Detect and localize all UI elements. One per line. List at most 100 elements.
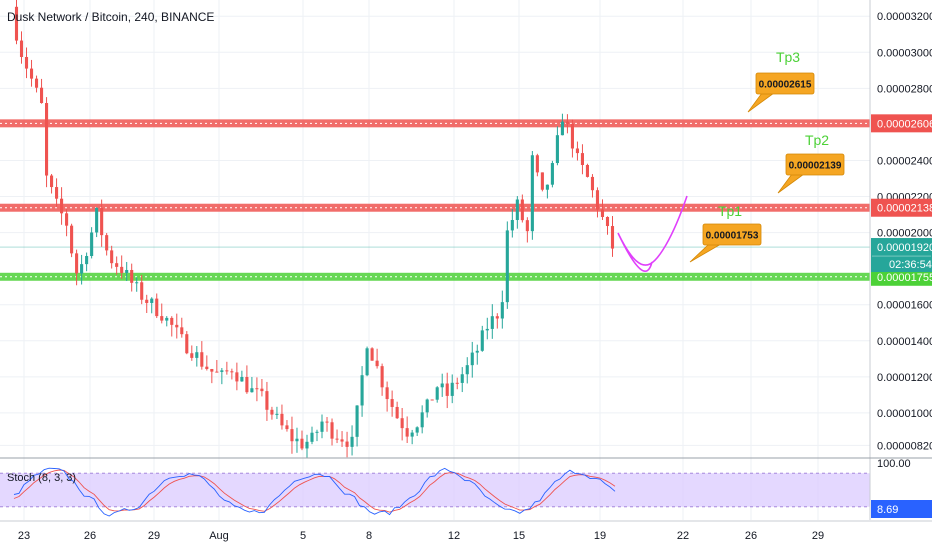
price-axis[interactable]: 0.00003200 0.00003000 0.00002800 0.00002400…: [877, 11, 932, 452]
candle-body: [185, 334, 189, 354]
candle: [280, 404, 284, 430]
candle: [150, 297, 154, 314]
candle-body: [500, 302, 504, 319]
candle-body: [180, 327, 184, 335]
candle: [235, 362, 239, 391]
time-tick-label: 15: [513, 530, 525, 542]
target-value: 0.00001753: [706, 231, 759, 242]
time-tick-label: 22: [677, 530, 689, 542]
candle-body: [145, 299, 149, 303]
target-tp1: Tp1 0.00001753: [689, 203, 762, 263]
candle-body: [205, 366, 209, 369]
candle-body: [125, 269, 129, 273]
candle: [440, 373, 444, 397]
chart-title: Dusk Network / Bitcoin, 240, BINANCE: [7, 10, 214, 24]
level-price-tag-bg: [871, 198, 932, 217]
price-levels: [0, 119, 870, 281]
candle-body: [140, 282, 144, 300]
candle: [300, 430, 304, 451]
candle: [360, 366, 364, 417]
price-tick-label: 0.00002400: [877, 155, 932, 167]
candle: [470, 341, 474, 378]
candle-body: [200, 352, 204, 367]
candle: [210, 368, 214, 384]
candle-body: [100, 207, 104, 236]
candle-body: [605, 216, 610, 227]
candle-body: [505, 230, 509, 303]
candle-body: [260, 388, 264, 392]
candle-body: [225, 370, 229, 372]
candle-body: [445, 383, 449, 396]
candle-body: [170, 317, 174, 325]
candle: [275, 406, 279, 420]
candle: [600, 199, 605, 221]
candle: [80, 254, 84, 285]
candle-body: [570, 123, 574, 149]
candle: [310, 426, 314, 445]
projection: [617, 195, 688, 273]
candle: [405, 416, 409, 444]
candle-body: [330, 422, 334, 439]
candle-body: [120, 266, 124, 273]
candle: [460, 367, 464, 393]
candle: [225, 361, 229, 375]
target-tp3: Tp3 0.00002615: [747, 49, 815, 113]
candle-body: [230, 371, 234, 373]
stoch-value-tag-text: 8.69: [877, 504, 898, 516]
price-tick-label: 0.00001600: [877, 300, 932, 312]
candle: [375, 348, 379, 369]
candle: [125, 261, 129, 282]
level-price-tag: 0.00002606: [871, 114, 932, 133]
candle-body: [350, 436, 354, 447]
candle-body: [175, 324, 179, 328]
candle-body: [80, 264, 84, 274]
candle: [395, 401, 399, 419]
candle-body: [360, 375, 364, 406]
candle-body: [540, 172, 544, 190]
time-axis[interactable]: 23 26 29 Aug 5 8 12 15 19 22 26 29: [18, 530, 824, 542]
candle: [14, 0, 19, 45]
last-price-tag: 0.00001920 02:36:54: [871, 238, 932, 273]
last-price-tag-bg: [871, 238, 932, 273]
candle-body: [110, 250, 114, 264]
candle-body: [415, 427, 419, 433]
candle: [580, 144, 584, 175]
level-price-tag: 0.00002138: [871, 198, 932, 217]
candle-body: [530, 155, 534, 232]
candle: [185, 331, 189, 355]
candle: [24, 47, 29, 79]
candle-body: [130, 269, 134, 283]
candle: [335, 429, 339, 444]
candle: [425, 398, 429, 418]
last-price-tag-text: 0.00001920: [877, 242, 932, 254]
target-name: Tp2: [805, 132, 829, 148]
candle: [520, 194, 524, 223]
candle-body: [210, 368, 214, 372]
candle: [585, 163, 590, 178]
time-tick-label: 8: [366, 530, 372, 542]
candle: [500, 290, 504, 329]
candle: [565, 114, 569, 134]
candle: [105, 233, 109, 256]
candle: [330, 418, 334, 446]
candles[interactable]: [14, 0, 615, 459]
candle: [50, 173, 54, 194]
candle-body: [325, 421, 329, 423]
candle-body: [430, 399, 434, 401]
candle: [495, 313, 499, 329]
candle-body: [480, 330, 484, 351]
candle: [145, 294, 149, 314]
candle: [555, 126, 559, 166]
candle-body: [490, 316, 494, 329]
candle: [480, 325, 484, 352]
stoch-upper-tick: 100.00: [877, 458, 911, 470]
candle-body: [410, 432, 414, 437]
candle-body: [29, 68, 34, 79]
candle: [340, 431, 344, 447]
candle: [320, 414, 324, 439]
candle-body: [245, 376, 249, 393]
candle-body: [70, 225, 74, 254]
target-tp2: Tp2 0.00002139: [777, 132, 845, 194]
candle: [135, 277, 139, 292]
candle-body: [425, 399, 429, 413]
